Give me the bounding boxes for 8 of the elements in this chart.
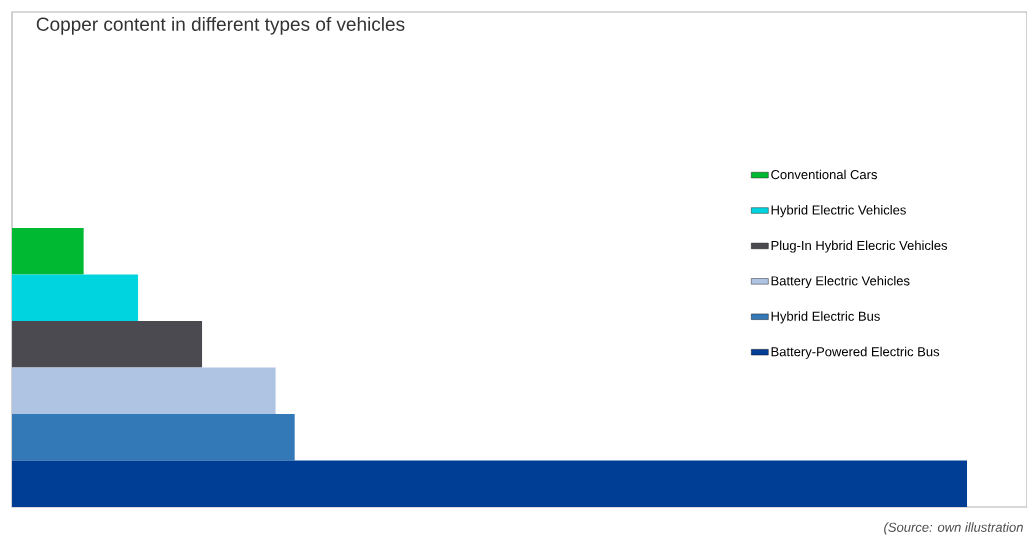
legend-label: Conventional Cars xyxy=(771,169,877,180)
legend-label: Plug-In Hybrid Elecric Vehicles xyxy=(771,240,948,253)
legend-label: Battery-Powered Electric Bus xyxy=(771,346,940,359)
legend-label: Hybrid Electric Bus xyxy=(771,311,880,324)
legend-label: Hybrid Electric Vehicles xyxy=(771,205,906,218)
chart-title: Copper content in different types of vehicles xyxy=(36,16,405,35)
legend-label: Battery Electric Vehicles xyxy=(771,275,910,289)
text: (Source: own illustration xyxy=(884,522,1023,535)
